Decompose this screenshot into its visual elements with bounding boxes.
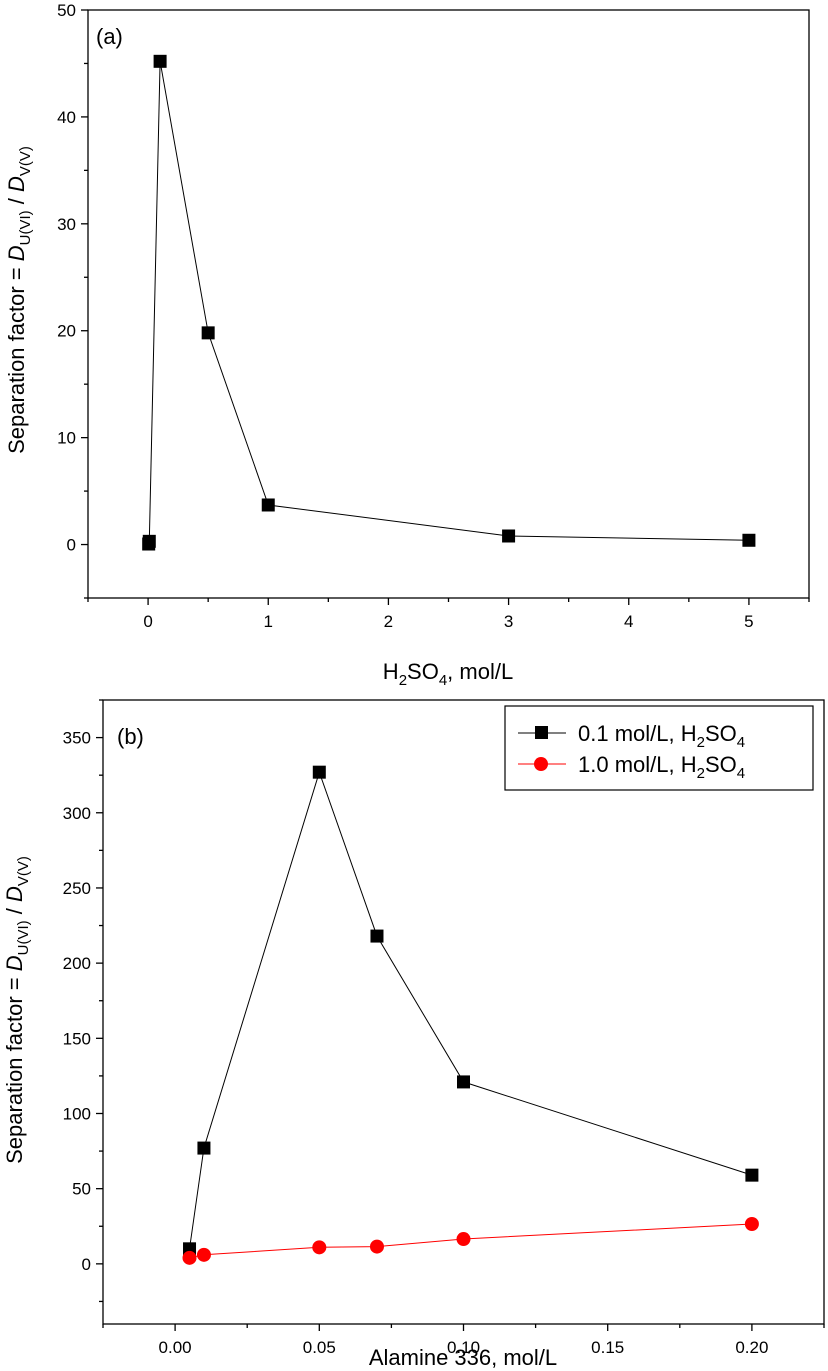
y-tick-label: 10 xyxy=(57,429,76,448)
data-point xyxy=(745,1168,759,1182)
panel-b-legend: 0.1 mol/L, H2SO4 1.0 mol/L, H2SO4 xyxy=(504,705,814,791)
panel-b-label: (b) xyxy=(117,724,144,749)
panel-b-x-axis: 0.00 0.05 0.10 0.15 0.20 xyxy=(102,1324,825,1357)
panel-a-x-axis-title: H2SO4, mol/L xyxy=(383,659,513,689)
panel-b-x-axis-title: Alamine 336, mol/L xyxy=(369,1345,557,1370)
data-point xyxy=(502,529,516,543)
legend-marker-series-2 xyxy=(534,757,548,771)
data-point xyxy=(197,1141,211,1155)
data-point xyxy=(370,929,384,943)
data-point xyxy=(312,1240,327,1255)
x-tick-label: 0.20 xyxy=(735,1338,768,1357)
y-tick-label: 50 xyxy=(72,1180,91,1199)
data-point xyxy=(201,326,215,340)
y-tick-label: 200 xyxy=(63,954,91,973)
series-line-1 xyxy=(189,770,753,1249)
data-point xyxy=(142,534,156,548)
panel-a-label: (a) xyxy=(96,24,123,49)
series-line-2 xyxy=(189,1223,752,1259)
x-tick-label: 0 xyxy=(143,612,152,631)
data-point xyxy=(196,1247,211,1262)
y-tick-label: 30 xyxy=(57,215,76,234)
x-tick-label: 1 xyxy=(264,612,273,631)
legend-box xyxy=(504,705,814,791)
x-tick-label: 4 xyxy=(624,612,633,631)
x-tick-label: 0.00 xyxy=(159,1338,192,1357)
legend-marker-series-1 xyxy=(535,726,548,739)
y-tick-label: 300 xyxy=(63,804,91,823)
data-point xyxy=(456,1232,471,1247)
x-tick-label: 0.10 xyxy=(447,1338,480,1357)
data-point xyxy=(312,765,326,779)
y-tick-label: 250 xyxy=(63,879,91,898)
data-point xyxy=(261,498,275,512)
panel-a-plot-frame xyxy=(87,9,810,599)
panel-a-series xyxy=(142,54,756,551)
y-tick-label: 0 xyxy=(67,536,76,555)
y-tick-label: 20 xyxy=(57,322,76,341)
y-tick-label: 350 xyxy=(63,729,91,748)
y-tick-label: 150 xyxy=(63,1029,91,1048)
y-tick-label: 0 xyxy=(82,1255,91,1274)
panel-a-y-axis: 0 10 20 30 40 50 xyxy=(57,1,88,599)
data-point xyxy=(369,1239,384,1254)
series-line-1 xyxy=(148,61,749,545)
data-point xyxy=(457,1075,470,1089)
x-tick-label: 0.05 xyxy=(303,1338,336,1357)
data-point xyxy=(742,533,756,547)
data-point xyxy=(744,1217,759,1232)
data-point xyxy=(182,1250,197,1265)
x-tick-label: 3 xyxy=(504,612,513,631)
panel-a-x-axis: 0 1 2 3 4 5 xyxy=(87,598,810,631)
panel-a: 0 1 2 3 4 5 0 10 20 30 40 50 (a) H2SO4, mol/L Sepa… xyxy=(4,1,810,689)
data-point xyxy=(153,54,167,68)
x-tick-label: 2 xyxy=(384,612,393,631)
panel-b-series xyxy=(182,765,759,1265)
panel-a-y-axis-title: Separation factor = DU(VI) / DV(V) xyxy=(4,146,34,454)
y-tick-label: 100 xyxy=(63,1104,91,1123)
y-tick-label: 40 xyxy=(57,108,76,127)
x-tick-label: 5 xyxy=(744,612,753,631)
legend-label-series-2: 1.0 mol/L, H2SO4 xyxy=(578,752,745,782)
panel-b-y-axis-title: Separation factor = DU(VI) / DV(V) xyxy=(2,856,32,1164)
x-tick-label: 0.15 xyxy=(591,1338,624,1357)
panel-b-y-axis: 0 50 100 150 200 250 300 350 xyxy=(63,699,103,1303)
legend-label-series-1: 0.1 mol/L, H2SO4 xyxy=(578,721,745,751)
panel-b-plot-frame xyxy=(102,699,825,1325)
y-tick-label: 50 xyxy=(57,1,76,20)
panel-b: 0.00 0.05 0.10 0.15 0.20 0 50 100 150 200 250 300 3… xyxy=(2,699,825,1370)
